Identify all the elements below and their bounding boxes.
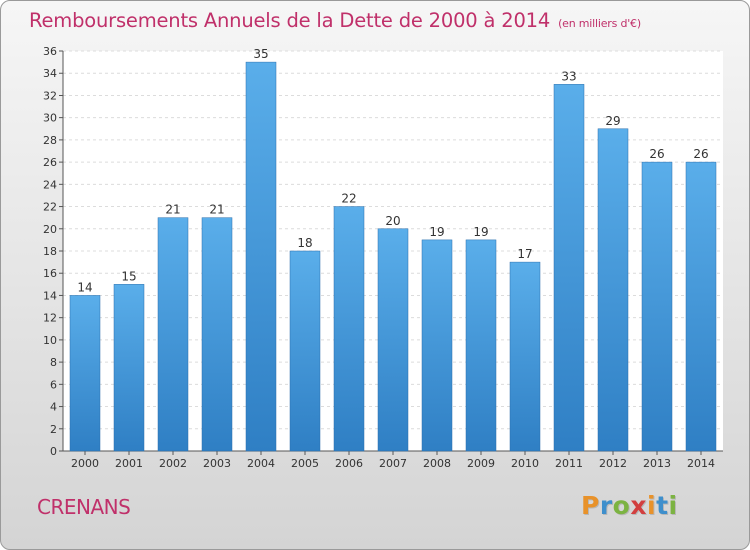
data-label: 21 xyxy=(165,203,180,217)
chart-title: Remboursements Annuels de la Dette de 20… xyxy=(29,9,641,32)
title-text: Remboursements Annuels de la Dette de 20… xyxy=(29,9,551,32)
x-tick-label: 2011 xyxy=(555,457,583,470)
logo-letter: t xyxy=(656,491,669,520)
x-tick-label: 2013 xyxy=(643,457,671,470)
bar xyxy=(597,128,629,452)
logo-letter: P xyxy=(581,491,600,520)
x-tick-labels: 2000 2001 2002 2003 2004 2005 2006 2007 2008 2009… xyxy=(71,457,715,470)
y-tick-label: 14 xyxy=(43,289,57,302)
data-label: 19 xyxy=(473,225,488,239)
bar xyxy=(289,250,321,452)
data-label: 29 xyxy=(605,114,620,128)
y-tick-label: 32 xyxy=(43,89,57,102)
bar xyxy=(421,239,453,452)
bar xyxy=(201,217,233,452)
x-tick-label: 2003 xyxy=(203,457,231,470)
proxiti-logo: Proxiti xyxy=(581,491,678,520)
data-label: 35 xyxy=(253,47,268,61)
data-label: 20 xyxy=(385,214,400,228)
data-label: 15 xyxy=(121,269,136,283)
bar xyxy=(69,295,101,452)
data-label: 22 xyxy=(341,192,356,206)
logo-letter: r xyxy=(599,491,613,520)
y-tick-label: 34 xyxy=(43,67,57,80)
bar xyxy=(113,284,145,452)
bar xyxy=(685,161,717,452)
x-tick-label: 2000 xyxy=(71,457,99,470)
bars xyxy=(69,61,717,452)
x-tick-label: 2008 xyxy=(423,457,451,470)
y-tick-label: 2 xyxy=(50,423,57,436)
y-tick-label: 8 xyxy=(50,356,57,369)
x-tick-label: 2014 xyxy=(687,457,715,470)
bar xyxy=(157,217,189,452)
data-label: 18 xyxy=(297,236,312,250)
x-tick-label: 2010 xyxy=(511,457,539,470)
logo-letter: i xyxy=(668,491,678,520)
y-tick-label: 22 xyxy=(43,201,57,214)
y-tick-label: 36 xyxy=(43,45,57,58)
bar xyxy=(333,206,365,452)
x-tick-label: 2005 xyxy=(291,457,319,470)
bar xyxy=(377,228,409,452)
chart-subtitle: (en milliers d'€) xyxy=(558,17,641,30)
data-label: 26 xyxy=(693,147,708,161)
x-tick-label: 2007 xyxy=(379,457,407,470)
bar xyxy=(553,84,585,452)
x-tick-label: 2004 xyxy=(247,457,275,470)
x-tick-label: 2002 xyxy=(159,457,187,470)
y-tick-label: 4 xyxy=(50,401,57,414)
data-label: 33 xyxy=(561,69,576,83)
y-tick-label: 18 xyxy=(43,245,57,258)
logo-letter: o xyxy=(612,491,631,520)
data-label: 14 xyxy=(77,280,92,294)
commune-name: CRENANS xyxy=(37,495,131,519)
x-tick-label: 2006 xyxy=(335,457,363,470)
y-tick-label: 16 xyxy=(43,267,57,280)
bar xyxy=(641,161,673,452)
bar xyxy=(465,239,497,452)
y-tick-label: 30 xyxy=(43,112,57,125)
data-label: 19 xyxy=(429,225,444,239)
data-labels: 14 15 21 21 35 18 22 20 19 19 17 33 29 26 26 xyxy=(77,47,708,294)
data-label: 17 xyxy=(517,247,532,261)
data-label: 26 xyxy=(649,147,664,161)
y-tick-label: 0 xyxy=(50,445,57,458)
y-tick-label: 12 xyxy=(43,312,57,325)
y-tick-label: 28 xyxy=(43,134,57,147)
y-tick-label: 20 xyxy=(43,223,57,236)
x-tick-label: 2001 xyxy=(115,457,143,470)
x-tick-label: 2012 xyxy=(599,457,627,470)
x-tick-label: 2009 xyxy=(467,457,495,470)
data-label: 21 xyxy=(209,203,224,217)
y-tick-label: 10 xyxy=(43,334,57,347)
y-tick-label: 26 xyxy=(43,156,57,169)
y-tick-label: 6 xyxy=(50,378,57,391)
logo-letter: x xyxy=(630,491,647,520)
bar xyxy=(245,61,277,452)
bar xyxy=(509,261,541,452)
logo-letter: i xyxy=(647,491,657,520)
y-tick-label: 24 xyxy=(43,178,57,191)
